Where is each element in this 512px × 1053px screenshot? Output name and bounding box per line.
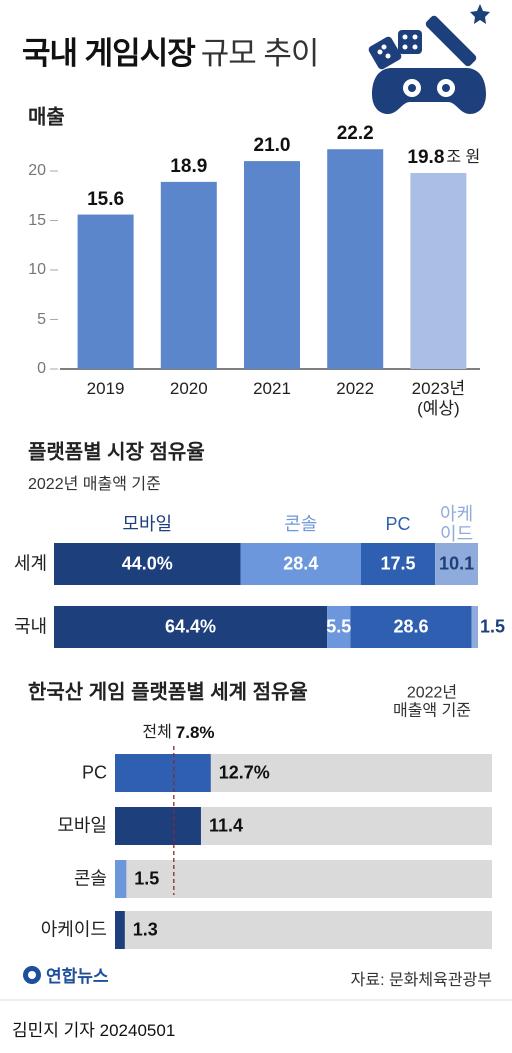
legend-label: PC: [385, 514, 411, 535]
page-title: 국내 게임시장 규모 추이: [22, 28, 320, 73]
bar: [115, 754, 211, 792]
value-label: 15.6: [87, 188, 125, 210]
x-tick-label: 2020: [169, 379, 208, 398]
logo: 연합뉴스: [22, 962, 109, 987]
logo-mark: [23, 965, 41, 984]
bar: [115, 860, 127, 898]
value-label: 1.5: [134, 868, 160, 889]
x-tick-label: 2019: [86, 379, 125, 398]
bar-segment: [471, 606, 478, 648]
bar: [244, 161, 300, 369]
y-tick-label: 10: [28, 260, 46, 278]
y-tick-label: 15: [28, 211, 46, 229]
y-tick-label: 20: [28, 161, 46, 179]
bar: [115, 807, 201, 845]
bar: [327, 149, 384, 369]
value-label: 1.5: [480, 616, 506, 637]
value-label: 5.5: [326, 616, 352, 637]
bar: [410, 172, 467, 369]
bar-segment: [360, 543, 436, 585]
category-label: 국내: [14, 616, 48, 637]
section-note: 2022년 매출액 기준: [392, 684, 472, 720]
reference-value: 7.8%: [175, 723, 215, 743]
title-bold: 국내 게임시장: [22, 36, 196, 71]
section-title: 플랫폼별 시장 점유율: [28, 441, 205, 464]
value-label: 10.1: [439, 553, 475, 574]
value-label: 18.9: [170, 155, 208, 177]
x-tick-label: 2022: [336, 379, 375, 398]
section-subtitle: 2022년 매출액 기준: [28, 475, 161, 493]
legend-label: 모바일: [122, 514, 173, 535]
game-icon: [368, 4, 490, 114]
category-label: PC: [81, 762, 107, 783]
section-title: 매출: [28, 106, 65, 129]
category-label: 아케이드: [40, 919, 107, 940]
unit-label: 조 원: [446, 148, 481, 166]
bar-segment: [435, 543, 478, 585]
legend-label: 아케 이드: [440, 504, 474, 544]
category-label: 콘솔: [73, 868, 107, 889]
bar-track: [115, 860, 492, 898]
value-label: 21.0: [253, 135, 291, 157]
bar-segment: [240, 543, 361, 585]
title-light: 규모 추이: [200, 36, 320, 71]
value-label: 28.4: [283, 553, 319, 574]
bar-segment: [54, 606, 328, 648]
value-label: 64.4%: [164, 616, 217, 637]
byline: 김민지 기자 20240501: [12, 1021, 176, 1040]
value-label: 22.2: [336, 123, 374, 145]
legend-label: 콘솔: [284, 514, 318, 535]
bar: [115, 911, 125, 949]
value-label: 17.5: [380, 553, 416, 574]
value-label: 44.0%: [121, 553, 173, 574]
value-label: 12.7%: [218, 762, 270, 783]
bar-track: [115, 911, 492, 949]
reference-label: 전체: [142, 723, 172, 741]
bar-segment: [327, 606, 351, 648]
section-title: 한국산 게임 플랫폼별 세계 점유율: [28, 681, 308, 704]
bar: [160, 181, 217, 369]
bar-segment: [350, 606, 472, 648]
y-tick-label: 0: [37, 359, 46, 377]
category-label: 모바일: [57, 815, 107, 836]
bar: [77, 214, 134, 369]
source: 자료: 문화체육관광부: [350, 972, 492, 989]
bar-segment: [54, 543, 241, 585]
x-tick-label: 2023년 (예상): [411, 379, 466, 418]
logo-text: 연합뉴스: [46, 967, 109, 986]
category-label: 세계: [14, 553, 48, 574]
value-label: 1.3: [132, 919, 158, 940]
x-tick-label: 2021: [253, 379, 291, 398]
value-label: 28.6: [393, 616, 429, 637]
value-label: 19.8: [407, 147, 445, 169]
value-label: 11.4: [208, 815, 243, 836]
y-tick-label: 5: [37, 310, 46, 328]
